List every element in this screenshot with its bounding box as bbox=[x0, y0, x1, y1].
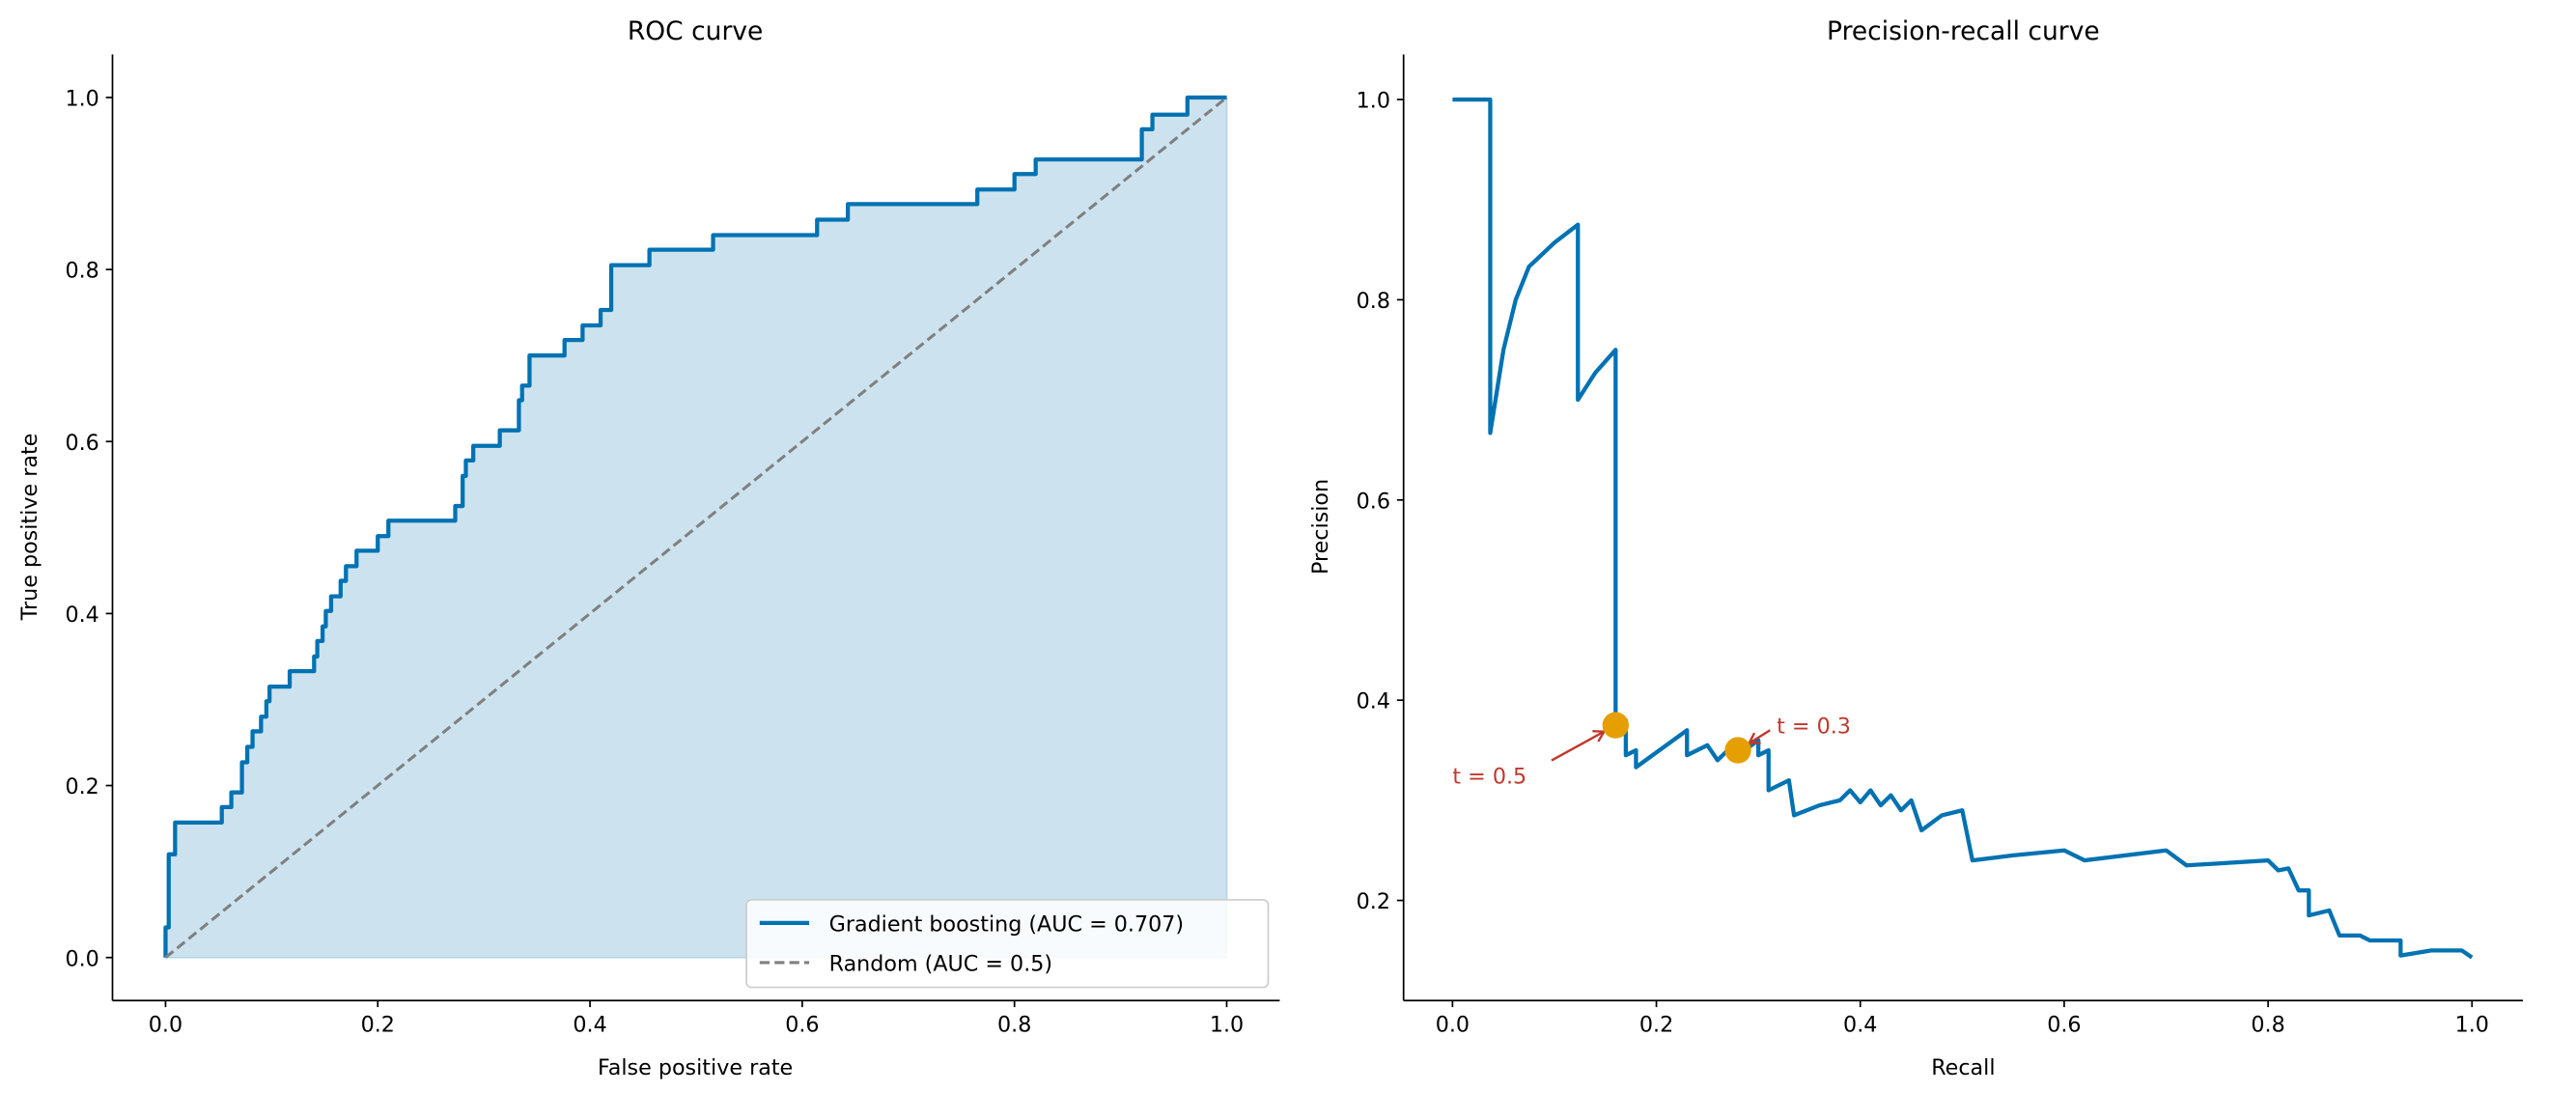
roc-plot-area bbox=[163, 95, 1228, 959]
y-tick-label: 0.6 bbox=[1357, 489, 1390, 514]
y-tick-label: 0.4 bbox=[65, 603, 98, 628]
threshold-label: t = 0.5 bbox=[1452, 765, 1526, 790]
x-tick-label: 0.0 bbox=[1436, 1013, 1470, 1038]
y-tick-label: 1.0 bbox=[65, 87, 98, 112]
pr-ylabel: Precision bbox=[1308, 479, 1333, 575]
y-tick-label: 0.6 bbox=[65, 431, 98, 456]
roc-title: ROC curve bbox=[628, 16, 763, 46]
y-tick-label: 1.0 bbox=[1357, 89, 1390, 114]
legend-label-gb: Gradient boosting (AUC = 0.707) bbox=[829, 911, 1184, 937]
x-tick-label: 0.6 bbox=[2047, 1013, 2081, 1038]
y-tick-label: 0.8 bbox=[1357, 289, 1390, 314]
roc-xlabel: False positive rate bbox=[598, 1055, 793, 1080]
x-tick-label: 0.4 bbox=[1843, 1013, 1877, 1038]
y-tick-label: 0.4 bbox=[1357, 689, 1390, 715]
x-tick-label: 0.6 bbox=[785, 1013, 819, 1038]
roc-curve-line bbox=[163, 95, 1227, 958]
x-tick-label: 0.0 bbox=[149, 1013, 182, 1038]
roc-ylabel: True positive rate bbox=[17, 434, 42, 622]
pr-title: Precision-recall curve bbox=[1827, 16, 2100, 46]
pr-xlabel: Recall bbox=[1931, 1055, 1995, 1080]
arrow-head bbox=[1747, 732, 1761, 745]
x-tick-label: 0.4 bbox=[573, 1013, 606, 1038]
y-tick-label: 0.8 bbox=[65, 259, 98, 284]
pr-curve-line bbox=[1452, 97, 2474, 960]
x-tick-label: 0.8 bbox=[997, 1013, 1031, 1038]
threshold-marker bbox=[1602, 712, 1630, 739]
x-tick-label: 1.0 bbox=[1210, 1013, 1244, 1038]
annotation-arrow bbox=[1551, 730, 1605, 762]
y-tick-label: 0.0 bbox=[65, 946, 98, 971]
pr-plot-area: t = 0.5 t = 0.3 bbox=[1452, 97, 2474, 960]
roc-legend: Gradient boosting (AUC = 0.707) Random (… bbox=[745, 899, 1270, 989]
pr-chart: t = 0.5 t = 0.3 Precision-recall curve Re… bbox=[1308, 16, 2524, 1080]
legend-label-random: Random (AUC = 0.5) bbox=[829, 951, 1052, 976]
y-tick-label: 0.2 bbox=[65, 774, 98, 799]
roc-chart: ROC curve False positive rate True posit… bbox=[17, 16, 1280, 1080]
threshold-label: t = 0.3 bbox=[1777, 715, 1851, 740]
annotation-arrow bbox=[1748, 729, 1771, 744]
threshold-marker bbox=[1724, 737, 1751, 764]
x-tick-label: 1.0 bbox=[2455, 1013, 2489, 1038]
x-tick-label: 0.8 bbox=[2251, 1013, 2284, 1038]
roc-random-line bbox=[164, 96, 1228, 959]
legend-box bbox=[745, 899, 1270, 989]
y-tick-label: 0.2 bbox=[1357, 889, 1390, 914]
x-tick-label: 0.2 bbox=[361, 1013, 395, 1038]
x-tick-label: 0.2 bbox=[1639, 1013, 1673, 1038]
